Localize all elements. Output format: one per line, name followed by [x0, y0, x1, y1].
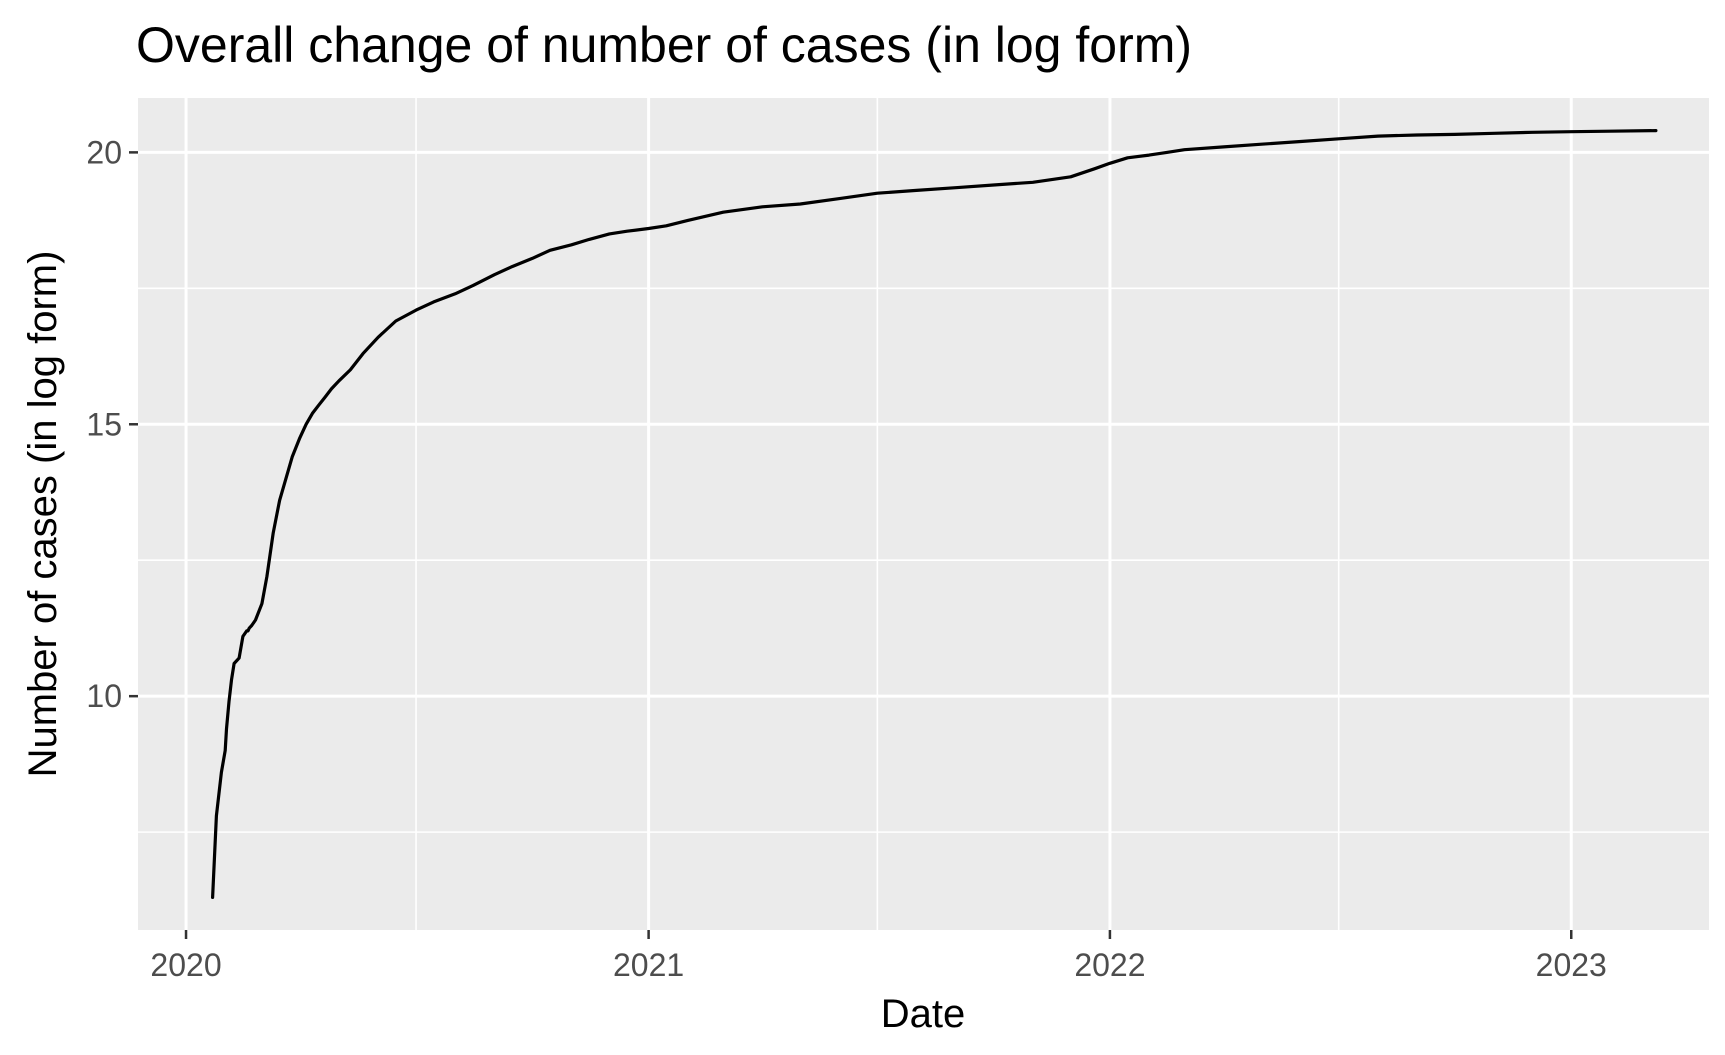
series-layer: [211, 129, 1658, 900]
y-tick-label: 20: [86, 134, 122, 170]
series-line: [211, 129, 1658, 900]
y-axis: 10 15 20: [86, 134, 138, 714]
x-tick-label: 2020: [150, 947, 221, 983]
minor-grid: [138, 98, 1709, 930]
x-tick-label: 2021: [613, 947, 684, 983]
x-tick-label: 2023: [1536, 947, 1607, 983]
chart-title: Overall change of number of cases (in lo…: [136, 17, 1192, 73]
y-tick-label: 10: [86, 678, 122, 714]
y-tick-label: 15: [86, 406, 122, 442]
major-grid: [138, 98, 1709, 930]
x-tick-label: 2022: [1074, 947, 1145, 983]
x-axis: 2020 2021 2022 2023: [150, 930, 1607, 983]
x-axis-label: Date: [881, 992, 966, 1036]
y-axis-label: Number of cases (in log form): [21, 251, 65, 778]
plot-panel: [138, 98, 1709, 930]
